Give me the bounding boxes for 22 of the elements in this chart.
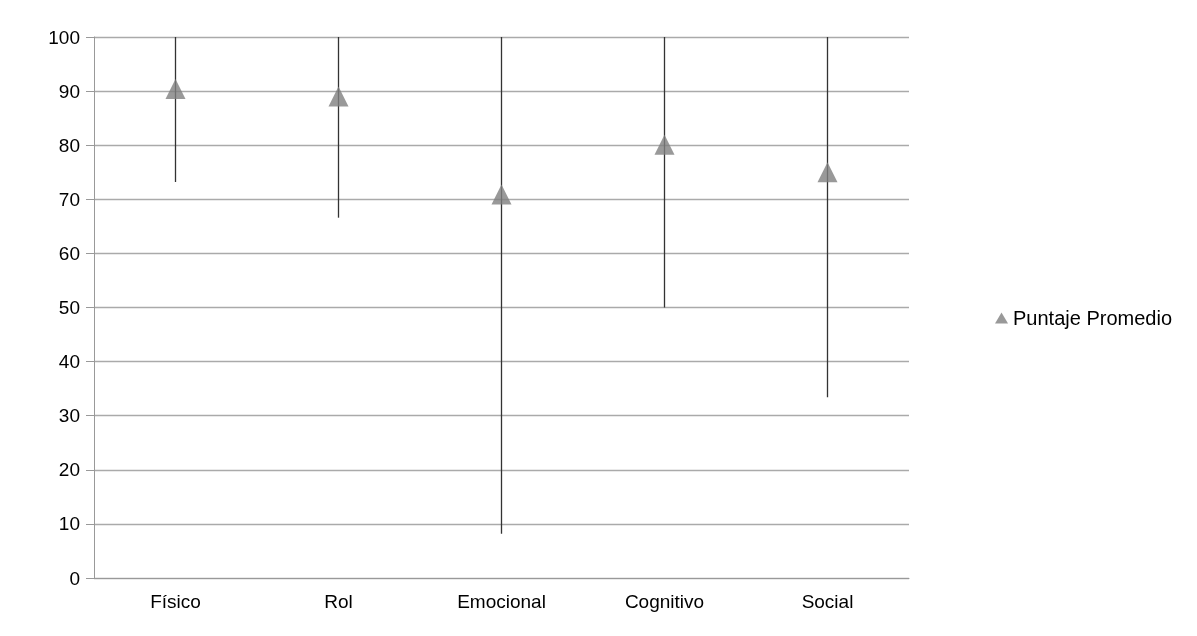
y-tick-label: 30	[58, 405, 80, 427]
y-tick-label: 0	[69, 567, 80, 589]
point	[328, 86, 349, 107]
x-tick-label: Social	[801, 591, 854, 612]
point	[654, 134, 675, 155]
point	[491, 184, 512, 205]
y-tick-label: 20	[58, 459, 80, 481]
point	[817, 162, 838, 183]
legend-label: Puntaje Promedio	[1013, 307, 1172, 329]
y-tick-label: 70	[58, 188, 80, 210]
y-tick-label: 100	[48, 26, 80, 48]
y-tick-label: 50	[58, 297, 80, 318]
y-tick-label: 90	[58, 80, 80, 102]
y-tick-label: 40	[58, 351, 80, 373]
x-tick-label: Físico	[150, 591, 201, 612]
y-tick-label: 60	[58, 242, 80, 264]
x-tick-label: Rol	[324, 591, 353, 612]
point	[165, 78, 186, 99]
y-tick-label: 80	[58, 134, 80, 156]
y-tick-label: 10	[58, 513, 80, 535]
x-tick-label: Cognitivo	[624, 591, 705, 612]
x-tick-label: Emocional	[457, 591, 546, 612]
